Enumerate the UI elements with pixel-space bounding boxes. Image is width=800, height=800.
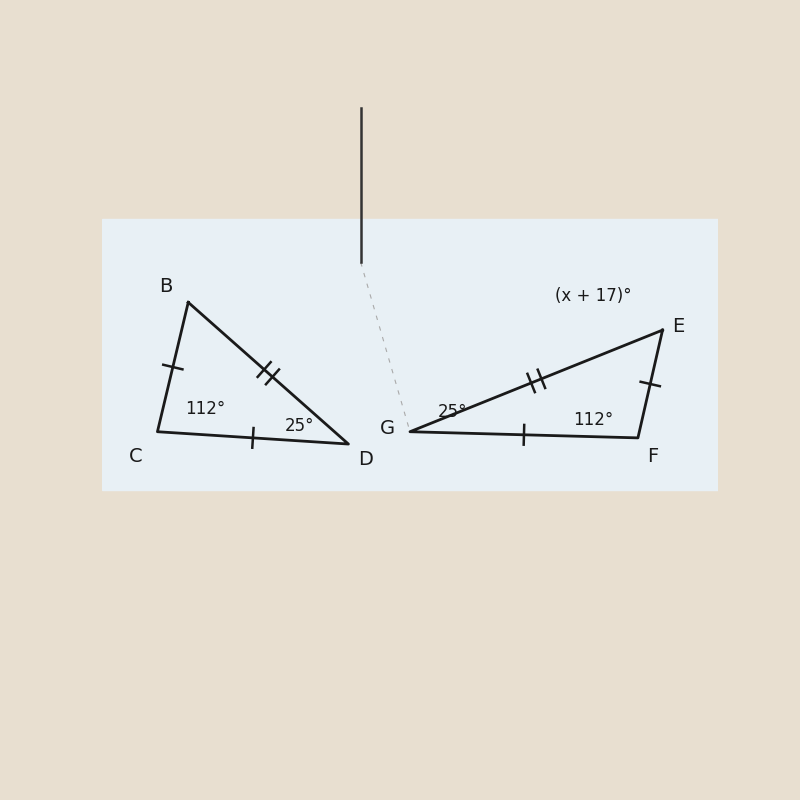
Text: F: F [647,447,658,466]
Text: 25°: 25° [285,417,314,435]
Text: B: B [159,278,173,296]
Text: 25°: 25° [438,402,467,421]
Text: D: D [358,450,373,469]
Text: (x + 17)°: (x + 17)° [555,287,632,306]
Text: G: G [379,419,394,438]
Text: E: E [672,318,684,337]
Text: 112°: 112° [185,400,226,418]
Bar [102,219,718,490]
Text: 112°: 112° [573,410,614,429]
Text: C: C [129,447,142,466]
